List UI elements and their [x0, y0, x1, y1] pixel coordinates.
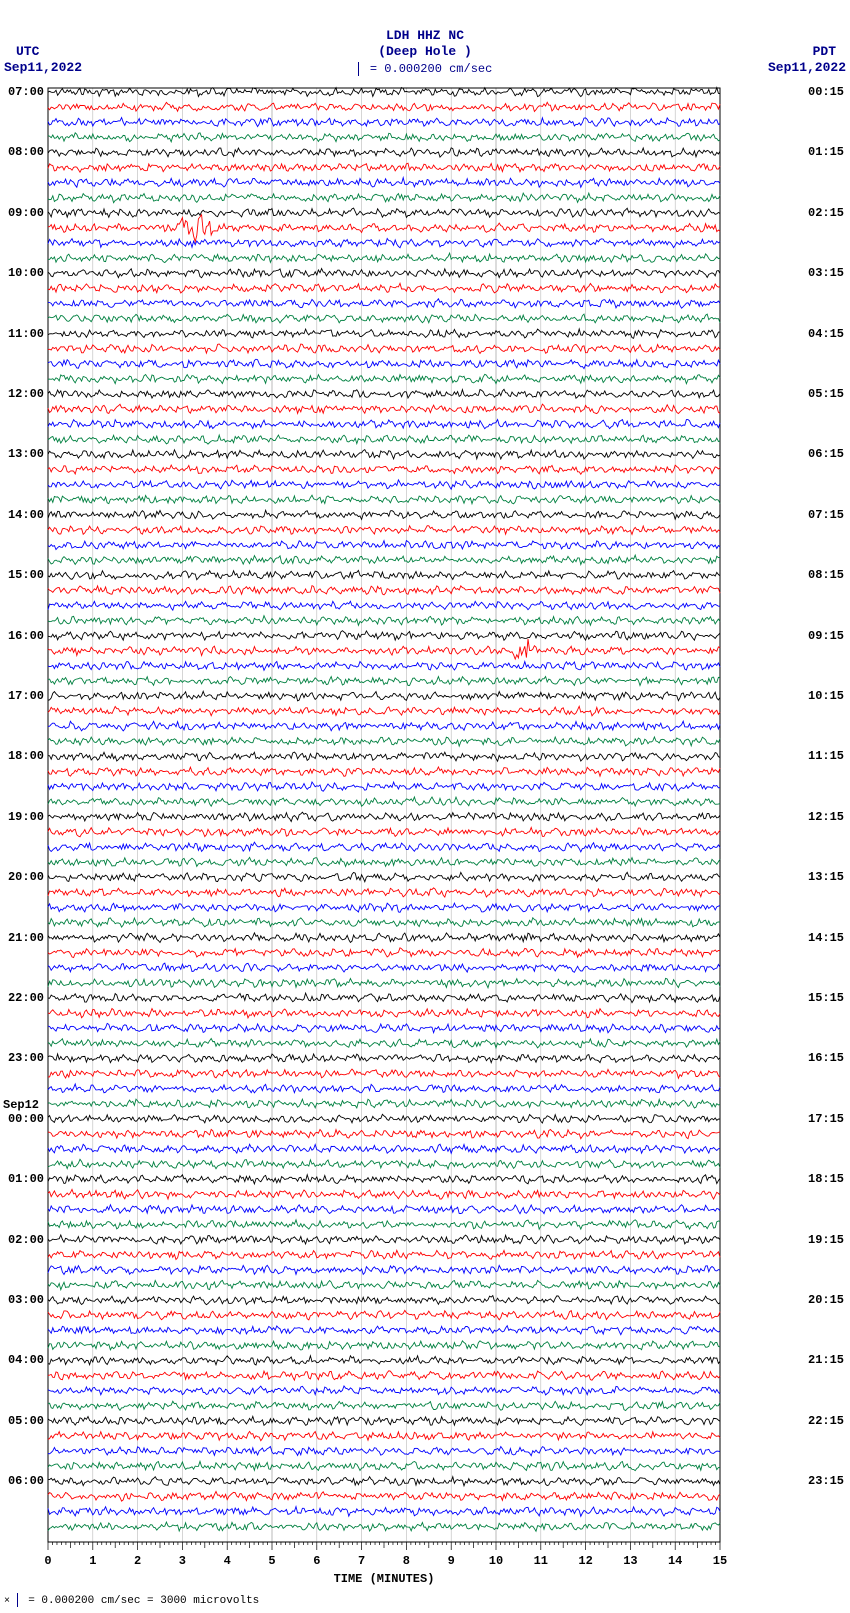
pdt-hour-label: 02:15 — [808, 206, 850, 220]
utc-hour-label: 17:00 — [0, 689, 44, 703]
pdt-hour-label: 21:15 — [808, 1353, 850, 1367]
x-tick: 3 — [179, 1554, 186, 1568]
x-axis: 0123456789101112131415 — [48, 1542, 720, 1572]
utc-hour-label: 01:00 — [0, 1172, 44, 1186]
station-subtitle: (Deep Hole ) — [0, 44, 850, 59]
date-left: Sep11,2022 — [4, 60, 82, 75]
utc-hour-label: 10:00 — [0, 266, 44, 280]
x-tick: 12 — [578, 1554, 592, 1568]
x-tick: 1 — [89, 1554, 96, 1568]
pdt-hour-label: 07:15 — [808, 508, 850, 522]
utc-hour-label: 22:00 — [0, 991, 44, 1005]
pdt-hour-label: 03:15 — [808, 266, 850, 280]
scale-bar-icon — [358, 62, 359, 76]
utc-hour-label: 13:00 — [0, 447, 44, 461]
pdt-hour-label: 15:15 — [808, 991, 850, 1005]
timezone-left: UTC — [16, 44, 39, 59]
utc-hour-label: 08:00 — [0, 145, 44, 159]
x-tick: 2 — [134, 1554, 141, 1568]
utc-hour-label: 20:00 — [0, 870, 44, 884]
pdt-hour-label: 09:15 — [808, 629, 850, 643]
pdt-hour-label: 10:15 — [808, 689, 850, 703]
utc-hour-label: 00:00 — [0, 1112, 44, 1126]
pdt-hour-label: 13:15 — [808, 870, 850, 884]
seismogram-svg — [48, 88, 720, 1542]
pdt-hour-label: 14:15 — [808, 931, 850, 945]
x-tick: 13 — [623, 1554, 637, 1568]
pdt-hour-label: 06:15 — [808, 447, 850, 461]
utc-hour-label: 03:00 — [0, 1293, 44, 1307]
x-tick: 0 — [44, 1554, 51, 1568]
pdt-hour-label: 23:15 — [808, 1474, 850, 1488]
pdt-hour-label: 12:15 — [808, 810, 850, 824]
utc-hour-label: 12:00 — [0, 387, 44, 401]
seismogram-plot — [48, 88, 720, 1542]
x-tick: 15 — [713, 1554, 727, 1568]
utc-hour-label: 06:00 — [0, 1474, 44, 1488]
utc-hour-label: 16:00 — [0, 629, 44, 643]
utc-hour-label: 05:00 — [0, 1414, 44, 1428]
x-tick: 7 — [358, 1554, 365, 1568]
pdt-hour-label: 20:15 — [808, 1293, 850, 1307]
utc-hour-label: 09:00 — [0, 206, 44, 220]
utc-hour-label: 11:00 — [0, 327, 44, 341]
timezone-right: PDT — [813, 44, 836, 59]
utc-hour-label: 04:00 — [0, 1353, 44, 1367]
utc-hour-label: 02:00 — [0, 1233, 44, 1247]
pdt-hour-label: 04:15 — [808, 327, 850, 341]
x-tick: 10 — [489, 1554, 503, 1568]
day-break-label: Sep12 — [3, 1098, 47, 1112]
pdt-hour-label: 11:15 — [808, 749, 850, 763]
pdt-hour-label: 00:15 — [808, 85, 850, 99]
footer-text: = 0.000200 cm/sec = 3000 microvolts — [28, 1595, 259, 1607]
pdt-labels: 00:15 01:15 02:15 03:15 04:15 05:15 06:15 07:15… — [806, 88, 850, 1542]
footer-scale: × = 0.000200 cm/sec = 3000 microvolts — [4, 1593, 259, 1607]
x-tick: 9 — [448, 1554, 455, 1568]
utc-hour-label: 21:00 — [0, 931, 44, 945]
x-tick: 5 — [268, 1554, 275, 1568]
x-tick: 11 — [534, 1554, 548, 1568]
utc-labels: 07:00 08:00 09:00 10:00 11:00 12:00 13:00 14:00… — [0, 88, 46, 1542]
utc-hour-label: 23:00 — [0, 1051, 44, 1065]
x-tick: 14 — [668, 1554, 682, 1568]
x-axis-label: TIME (MINUTES) — [48, 1572, 720, 1586]
pdt-hour-label: 22:15 — [808, 1414, 850, 1428]
pdt-hour-label: 01:15 — [808, 145, 850, 159]
pdt-hour-label: 17:15 — [808, 1112, 850, 1126]
pdt-hour-label: 19:15 — [808, 1233, 850, 1247]
utc-hour-label: 15:00 — [0, 568, 44, 582]
scale-legend: = 0.000200 cm/sec — [0, 62, 850, 76]
pdt-hour-label: 08:15 — [808, 568, 850, 582]
date-right: Sep11,2022 — [768, 60, 846, 75]
scale-text: = 0.000200 cm/sec — [370, 62, 492, 76]
x-tick: 8 — [403, 1554, 410, 1568]
footer-scale-bar-icon — [17, 1593, 18, 1607]
x-tick: 6 — [313, 1554, 320, 1568]
utc-hour-label: 18:00 — [0, 749, 44, 763]
utc-hour-label: 07:00 — [0, 85, 44, 99]
utc-hour-label: 14:00 — [0, 508, 44, 522]
pdt-hour-label: 18:15 — [808, 1172, 850, 1186]
x-tick: 4 — [224, 1554, 231, 1568]
utc-hour-label: 19:00 — [0, 810, 44, 824]
pdt-hour-label: 05:15 — [808, 387, 850, 401]
station-title: LDH HHZ NC — [0, 28, 850, 43]
pdt-hour-label: 16:15 — [808, 1051, 850, 1065]
